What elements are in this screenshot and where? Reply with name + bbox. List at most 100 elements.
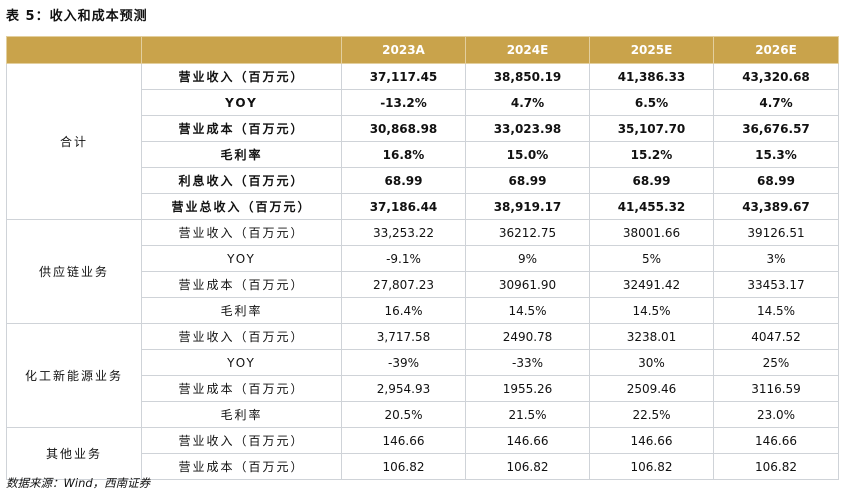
value-cell: 41,455.32 [589, 193, 714, 220]
value-cell: 106.82 [465, 453, 590, 480]
row-label: YOY [141, 89, 342, 116]
value-cell: 5% [589, 245, 714, 272]
row-label: YOY [141, 349, 342, 376]
value-cell: 41,386.33 [589, 63, 714, 90]
value-cell: 146.66 [465, 427, 590, 454]
value-cell: 20.5% [341, 401, 466, 428]
table-row: 利息收入（百万元） 68.99 68.99 68.99 68.99 [7, 167, 839, 194]
value-cell: -9.1% [341, 245, 466, 272]
value-cell: 146.66 [589, 427, 714, 454]
header-row: 2023A 2024E 2025E 2026E [6, 36, 839, 64]
value-cell: 25% [713, 349, 839, 376]
value-cell: 4047.52 [713, 323, 839, 350]
header-year: 2024E [465, 36, 590, 64]
table-row: 化工新能源业务 营业收入（百万元） 3,717.58 2490.78 3238.01 40… [6, 323, 839, 428]
value-cell: -33% [465, 349, 590, 376]
value-cell: 15.0% [465, 141, 590, 168]
table-row: 毛利率 16.8% 15.0% 15.2% 15.3% [7, 141, 839, 168]
group-label: 其他业务 [6, 427, 142, 480]
value-cell: 39126.51 [713, 219, 839, 246]
table-row: YOY -9.1% 9% 5% 3% [7, 245, 839, 272]
value-cell: 33,253.22 [341, 219, 466, 246]
value-cell: 33,023.98 [465, 115, 590, 142]
value-cell: 14.5% [589, 297, 714, 324]
value-cell: 37,186.44 [341, 193, 466, 220]
value-cell: 16.4% [341, 297, 466, 324]
value-cell: 38,850.19 [465, 63, 590, 90]
value-cell: 23.0% [713, 401, 839, 428]
value-cell: 68.99 [341, 167, 466, 194]
table-row: 合计 营业收入（百万元） 37,117.45 38,850.19 41,386.33 43… [6, 63, 839, 220]
value-cell: 38001.66 [589, 219, 714, 246]
value-cell: 16.8% [341, 141, 466, 168]
row-label: 营业总收入（百万元） [141, 193, 342, 220]
table-row: 毛利率 20.5% 21.5% 22.5% 23.0% [7, 401, 839, 428]
value-cell: 3238.01 [589, 323, 714, 350]
table-row: 其他业务 营业收入（百万元） 146.66 146.66 146.66 146.66 [6, 427, 839, 480]
value-cell: 15.2% [589, 141, 714, 168]
group-label: 化工新能源业务 [6, 323, 142, 428]
row-label: 营业成本（百万元） [141, 453, 342, 480]
table-row: YOY -13.2% 4.7% 6.5% 4.7% [7, 89, 839, 116]
value-cell: 4.7% [713, 89, 839, 116]
value-cell: 43,389.67 [713, 193, 839, 220]
value-cell: 2490.78 [465, 323, 590, 350]
value-cell: 146.66 [713, 427, 839, 454]
value-cell: 14.5% [465, 297, 590, 324]
value-cell: 43,320.68 [713, 63, 839, 90]
table-title: 表 5：收入和成本预测 [6, 9, 148, 24]
group-label: 合计 [6, 63, 142, 220]
value-cell: 4.7% [465, 89, 590, 116]
value-cell: 68.99 [465, 167, 590, 194]
value-cell: 30,868.98 [341, 115, 466, 142]
row-label: 营业成本（百万元） [141, 271, 342, 298]
table-row: 供应链业务 营业收入（百万元） 33,253.22 36212.75 38001.66 3… [6, 219, 839, 324]
row-label: 营业收入（百万元） [141, 63, 342, 90]
row-label: 营业收入（百万元） [141, 323, 342, 350]
value-cell: 146.66 [341, 427, 466, 454]
row-label: 毛利率 [141, 297, 342, 324]
value-cell: 30% [589, 349, 714, 376]
table-row: 营业成本（百万元） 2,954.93 1955.26 2509.46 3116.59 [7, 375, 839, 402]
header-blank-cell [6, 36, 142, 64]
value-cell: 30961.90 [465, 271, 590, 298]
header-blank-cell [141, 36, 342, 64]
value-cell: 106.82 [713, 453, 839, 480]
value-cell: 6.5% [589, 89, 714, 116]
value-cell: 36212.75 [465, 219, 590, 246]
row-label: 营业成本（百万元） [141, 115, 342, 142]
value-cell: 35,107.70 [589, 115, 714, 142]
value-cell: 27,807.23 [341, 271, 466, 298]
table-row: 营业成本（百万元） 106.82 106.82 106.82 106.82 [7, 453, 839, 480]
row-label: 毛利率 [141, 141, 342, 168]
value-cell: -39% [341, 349, 466, 376]
value-cell: 106.82 [341, 453, 466, 480]
table-row: YOY -39% -33% 30% 25% [7, 349, 839, 376]
row-label: 毛利率 [141, 401, 342, 428]
value-cell: 68.99 [713, 167, 839, 194]
value-cell: 106.82 [589, 453, 714, 480]
source-note: 数据来源：Wind，西南证券 [6, 476, 151, 490]
value-cell: 37,117.45 [341, 63, 466, 90]
table-row: 营业成本（百万元） 30,868.98 33,023.98 35,107.70 36,6… [7, 115, 839, 142]
value-cell: 3,717.58 [341, 323, 466, 350]
value-cell: 32491.42 [589, 271, 714, 298]
header-year: 2025E [589, 36, 714, 64]
table-row: 营业总收入（百万元） 37,186.44 38,919.17 41,455.32 43,… [7, 193, 839, 220]
row-label: 营业成本（百万元） [141, 375, 342, 402]
value-cell: 68.99 [589, 167, 714, 194]
value-cell: 22.5% [589, 401, 714, 428]
row-label: 利息收入（百万元） [141, 167, 342, 194]
value-cell: 1955.26 [465, 375, 590, 402]
header-year: 2026E [713, 36, 839, 64]
value-cell: 3% [713, 245, 839, 272]
group-label: 供应链业务 [6, 219, 142, 324]
row-label: 营业收入（百万元） [141, 427, 342, 454]
forecast-table: 2023A 2024E 2025E 2026E 合计 营业收入（百万元） 37,11… [6, 36, 839, 480]
value-cell: 9% [465, 245, 590, 272]
value-cell: 3116.59 [713, 375, 839, 402]
table-body: 合计 营业收入（百万元） 37,117.45 38,850.19 41,386.33 43… [6, 63, 839, 480]
value-cell: 15.3% [713, 141, 839, 168]
row-label: YOY [141, 245, 342, 272]
value-cell: 38,919.17 [465, 193, 590, 220]
